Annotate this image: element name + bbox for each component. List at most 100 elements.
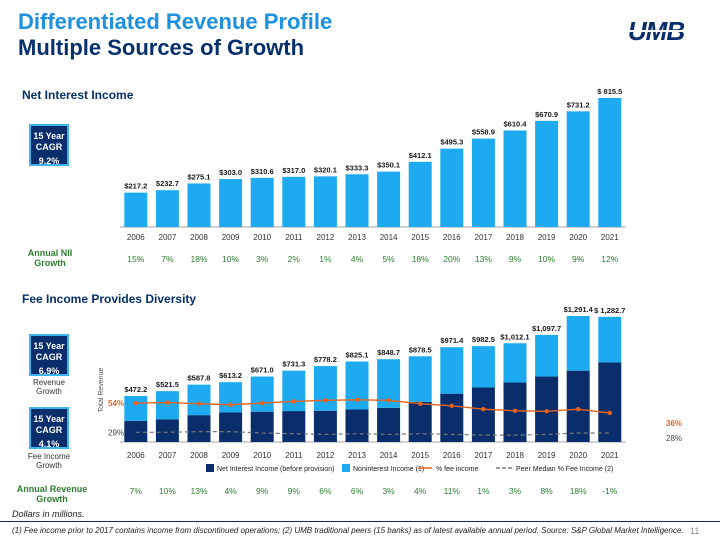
nii-growth-2010: 3% (256, 254, 269, 264)
fee-year-2008: 2008 (190, 451, 208, 460)
nii-year-2018: 2018 (506, 233, 524, 242)
fee-total-label-2015: $878.5 (409, 345, 432, 354)
fee-year-2012: 2012 (317, 451, 335, 460)
fee-growth-2007: 10% (159, 486, 176, 496)
nii-value-label-2021: $ 815.5 (597, 87, 622, 96)
nii-growth-label-line2: Growth (34, 258, 66, 268)
fee-total-label-2010: $671.0 (251, 366, 274, 375)
fee-growth-2019: 8% (540, 486, 553, 496)
nii-growth-2015: 18% (412, 254, 429, 264)
fee-growth-2009: 4% (224, 486, 237, 496)
nii-year-2013: 2013 (348, 233, 366, 242)
nii-growth-label-line1: Annual NII (27, 248, 73, 258)
fee-total-label-2009: $613.2 (219, 371, 242, 380)
fee-pct-first-label: 54% (108, 399, 124, 408)
fee-nii-bar-2012 (313, 410, 337, 442)
nii-value-label-2006: $217.2 (124, 182, 147, 191)
fee-nii-bar-2021 (598, 362, 622, 442)
fee-noninterest-bar-2021 (598, 316, 622, 363)
fee-nii-bar-2009 (219, 412, 243, 442)
fee-pct-point-2012 (323, 398, 328, 403)
fee-pct-point-2019 (544, 409, 549, 414)
fee-pct-point-2014 (386, 398, 391, 403)
nii-value-label-2014: $350.1 (377, 161, 400, 170)
fee-growth-2006: 7% (130, 486, 143, 496)
fee-nii-bar-2011 (282, 411, 306, 442)
nii-year-2017: 2017 (475, 233, 493, 242)
nii-year-2012: 2012 (317, 233, 335, 242)
fee-year-2006: 2006 (127, 451, 145, 460)
nii-bar-2010 (250, 177, 274, 227)
page-number: 11 (690, 526, 700, 536)
nii-year-2010: 2010 (253, 233, 271, 242)
page-title: Differentiated Revenue Profile (18, 9, 333, 34)
section-fee-title: Fee Income Provides Diversity (22, 292, 197, 306)
legend-fee-swatch (342, 464, 350, 472)
fee-pct-point-2007 (165, 400, 170, 405)
nii-value-label-2020: $731.2 (567, 100, 590, 109)
nii-bar-2020 (566, 111, 590, 227)
fee-total-label-2014: $848.7 (377, 348, 400, 357)
nii-growth-2007: 7% (161, 254, 174, 264)
fee-growth-2008: 13% (190, 486, 207, 496)
fee-pct-point-2013 (354, 397, 360, 402)
nii-growth-2018: 9% (509, 254, 522, 264)
nii-growth-label: Annual NII Growth (20, 248, 80, 268)
nii-year-2021: 2021 (601, 233, 619, 242)
nii-bar-2011 (282, 176, 306, 227)
rev-badge-value: 6.9% (38, 366, 60, 376)
nii-value-label-2013: $333.3 (346, 163, 369, 172)
fee-ylabel: Total Revenue (98, 368, 105, 413)
fee-total-label-2019: $1,097.7 (532, 324, 561, 333)
section-nii-title: Net Interest Income (22, 88, 134, 102)
fee-year-2015: 2015 (411, 451, 429, 460)
fee-year-2017: 2017 (475, 451, 493, 460)
nii-value-label-2019: $670.9 (535, 110, 558, 119)
fee-nii-bar-2006 (124, 420, 148, 442)
fee-noninterest-bar-2007 (155, 391, 179, 420)
fee-nii-bar-2017 (471, 387, 495, 442)
fee-noninterest-bar-2009 (219, 382, 243, 413)
fee-noninterest-bar-2017 (471, 346, 495, 388)
fee-year-2009: 2009 (222, 451, 240, 460)
fee-growth-2021: -1% (602, 486, 618, 496)
rev-caption-line1: Revenue (32, 378, 66, 387)
fee-year-2014: 2014 (380, 451, 398, 460)
fee-pct-point-2016 (449, 403, 454, 409)
nii-growth-2016: 20% (443, 254, 460, 264)
nii-year-2008: 2008 (190, 233, 208, 242)
fee-growth-2012: 6% (319, 486, 332, 496)
nii-growth-2020: 9% (572, 254, 585, 264)
page-subtitle: Multiple Sources of Growth (18, 35, 305, 60)
footnote: (1) Fee income prior to 2017 contains in… (12, 526, 684, 535)
rev-growth-label-line1: Annual Revenue (16, 484, 88, 494)
nii-cagr-badge: 15 Year CAGR 9.2% (29, 124, 69, 166)
nii-growth-2014: 5% (382, 254, 395, 264)
revenue-cagr-badge: 15 Year CAGR 6.9% (29, 334, 69, 376)
fee-badge-line1: 15 Year (33, 414, 65, 424)
fee-year-2019: 2019 (538, 451, 556, 460)
nii-growth-2012: 1% (319, 254, 332, 264)
fee-badge-line2: CAGR (35, 425, 63, 435)
fee-total-label-2021: $ 1,282.7 (594, 306, 625, 315)
fee-noninterest-bar-2013 (345, 361, 369, 410)
nii-value-label-2017: $558.9 (472, 128, 495, 137)
footer-divider (0, 521, 720, 522)
fee-noninterest-bar-2019 (535, 334, 559, 377)
fee-growth-2014: 3% (382, 486, 395, 496)
fee-nii-bar-2008 (187, 415, 211, 442)
umb-logo: UMB (612, 18, 700, 44)
fee-pct-point-2020 (576, 406, 581, 412)
fee-nii-bar-2007 (155, 419, 179, 442)
nii-bar-2013 (345, 174, 369, 227)
fee-cagr-badge: 15 Year CAGR 4.1% (29, 407, 69, 449)
fee-year-2010: 2010 (253, 451, 271, 460)
fee-nii-bar-2014 (377, 407, 401, 442)
nii-value-label-2016: $495.3 (440, 138, 463, 147)
fee-noninterest-bar-2015 (408, 356, 432, 402)
fee-noninterest-bar-2008 (187, 384, 211, 416)
fee-pct-point-2021 (607, 410, 612, 416)
fee-pct-point-2017 (481, 406, 486, 412)
legend-fee-label: Noninterest Income (1) (353, 466, 424, 473)
fee-total-label-2007: $521.5 (156, 380, 179, 389)
